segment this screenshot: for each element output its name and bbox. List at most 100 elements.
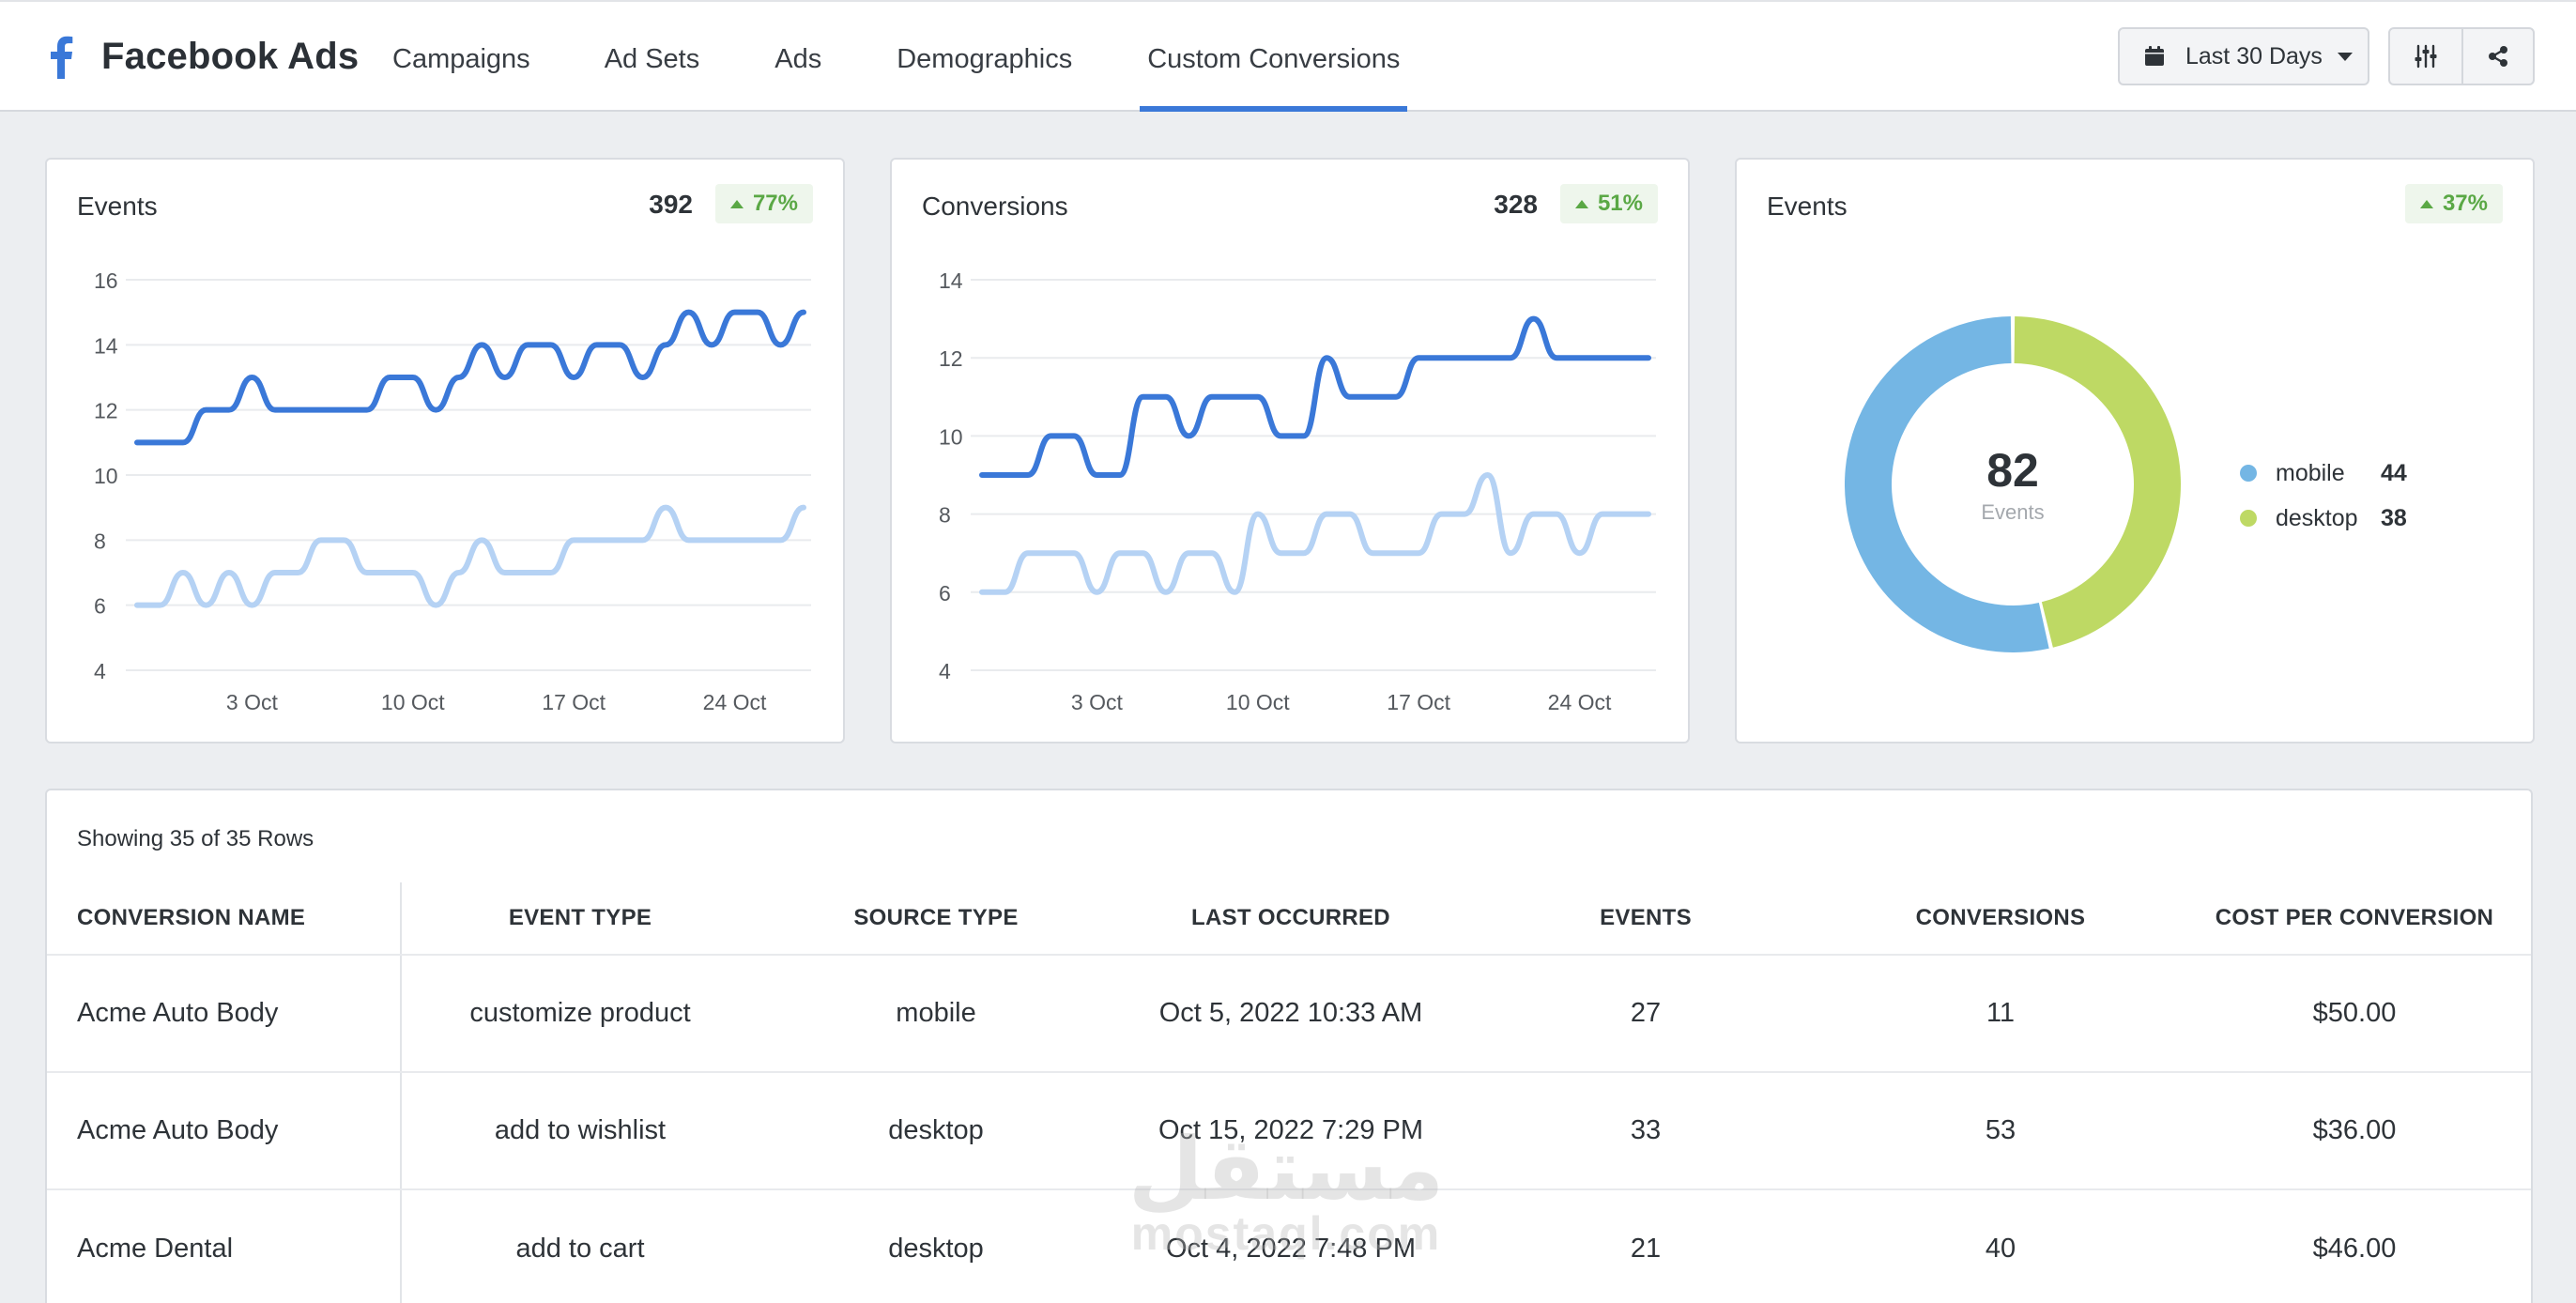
events-line-chart: 4 6 8 10 12 14 16 3 Oct 10 Oct 17 Oct 24 Oct: [94, 268, 811, 714]
change-badge: 77%: [714, 184, 813, 223]
y-tick-label: 12: [94, 399, 118, 423]
tab-ad-sets[interactable]: Ad Sets: [604, 44, 700, 74]
chevron-down-icon: [2337, 52, 2353, 61]
arrow-up-icon: [729, 199, 744, 208]
table-row: Acme Auto Body add to wishlist desktop O…: [47, 1073, 2531, 1190]
top-bar: Facebook Ads Campaigns Ad Sets Ads Demog…: [0, 0, 2576, 112]
y-tick-label: 8: [94, 529, 106, 553]
action-button-group: [2388, 27, 2535, 85]
tab-demographics[interactable]: Demographics: [897, 44, 1073, 74]
events-donut-card: Events 37% 82 Events mobile 44 desktop 3…: [1735, 158, 2535, 743]
donut-legend: mobile 44 desktop 38: [2240, 451, 2407, 541]
cell-event-type: add to cart: [515, 1234, 645, 1264]
cell-events: 21: [1630, 1234, 1662, 1264]
x-tick-label: 24 Oct: [1548, 690, 1612, 714]
arrow-up-icon: [2419, 199, 2433, 208]
rows-count: Showing 35 of 35 Rows: [77, 826, 314, 851]
cell-conversion-name: Acme Auto Body: [47, 1073, 402, 1188]
series-line[interactable]: [979, 315, 1651, 478]
cell-conversions: 40: [1985, 1234, 2016, 1264]
date-range-dropdown[interactable]: Last 30 Days: [2118, 27, 2369, 85]
settings-button[interactable]: [2390, 29, 2461, 84]
date-range-label: Last 30 Days: [2185, 42, 2323, 69]
column-header-conversion-name[interactable]: CONVERSION NAME: [47, 882, 402, 954]
cell-cost-per-conversion: $46.00: [2312, 1234, 2397, 1264]
calendar-icon: [2145, 46, 2164, 66]
y-tick-label: 6: [94, 594, 106, 619]
y-tick-label: 8: [939, 503, 951, 528]
column-header-events[interactable]: EVENTS: [1600, 905, 1692, 930]
y-tick-label: 4: [939, 659, 951, 683]
column-header-conversions[interactable]: CONVERSIONS: [1915, 905, 2086, 930]
x-tick-label: 10 Oct: [381, 690, 445, 714]
cell-cost-per-conversion: $50.00: [2312, 998, 2397, 1028]
table-header-row: CONVERSION NAME EVENT TYPE SOURCE TYPE L…: [47, 882, 2531, 956]
column-header-cost-per-conversion[interactable]: COST PER CONVERSION: [2215, 905, 2494, 930]
conversions-table: CONVERSION NAME EVENT TYPE SOURCE TYPE L…: [47, 882, 2531, 1303]
conversions-chart-card: Conversions 328 51% 4 6 8 10 12 14 3 Oct 10 Oct…: [890, 158, 1690, 743]
column-header-event-type[interactable]: EVENT TYPE: [508, 905, 652, 930]
y-tick-label: 10: [939, 424, 963, 449]
conversions-table-card: Showing 35 of 35 Rows CONVERSION NAME EV…: [45, 789, 2533, 1303]
cell-events: 33: [1630, 1115, 1662, 1145]
conversions-line-chart: 4 6 8 10 12 14 3 Oct 10 Oct 17 Oct 24 Oct: [939, 268, 1656, 714]
brand-title: Facebook Ads: [101, 35, 360, 77]
header-controls: Last 30 Days: [2118, 27, 2535, 85]
cell-event-type: add to wishlist: [494, 1115, 667, 1145]
table-row: Acme Dental add to cart desktop Oct 4, 2…: [47, 1190, 2531, 1303]
brand[interactable]: Facebook Ads: [47, 34, 359, 79]
main-nav: Campaigns Ad Sets Ads Demographics Custo…: [392, 2, 1408, 112]
change-badge: 51%: [1559, 184, 1658, 223]
legend-swatch: [2240, 465, 2257, 482]
y-tick-label: 14: [939, 268, 963, 293]
tab-campaigns[interactable]: Campaigns: [392, 44, 530, 74]
donut-center-label: Events: [1981, 500, 2044, 524]
legend-swatch: [2240, 510, 2257, 527]
cell-conversions: 11: [1986, 998, 2016, 1028]
facebook-icon: [51, 36, 73, 79]
cell-event-type: customize product: [469, 998, 691, 1028]
legend-item-desktop[interactable]: desktop 38: [2240, 496, 2407, 541]
events-donut-chart: 82 Events: [1844, 316, 2181, 652]
x-tick-label: 3 Oct: [1071, 690, 1124, 714]
change-badge: 37%: [2404, 184, 2503, 223]
cell-conversion-name: Acme Auto Body: [47, 956, 402, 1071]
legend-item-mobile[interactable]: mobile 44: [2240, 451, 2407, 496]
card-total: 392: [649, 190, 693, 219]
tab-custom-conversions[interactable]: Custom Conversions: [1140, 2, 1408, 112]
cell-cost-per-conversion: $36.00: [2312, 1115, 2397, 1145]
cell-source-type: desktop: [888, 1115, 984, 1145]
tab-ads[interactable]: Ads: [774, 44, 822, 74]
y-tick-label: 6: [939, 581, 951, 606]
column-header-last-occurred[interactable]: LAST OCCURRED: [1191, 905, 1390, 930]
y-tick-label: 10: [94, 464, 118, 488]
cell-conversions: 53: [1985, 1115, 2016, 1145]
card-title: Events: [1767, 192, 1848, 221]
series-line[interactable]: [134, 309, 806, 446]
x-tick-label: 10 Oct: [1226, 690, 1290, 714]
y-tick-label: 4: [94, 659, 106, 683]
card-total: 328: [1494, 190, 1538, 219]
x-tick-label: 17 Oct: [542, 690, 606, 714]
cell-source-type: desktop: [888, 1234, 984, 1264]
series-line[interactable]: [979, 472, 1651, 595]
x-tick-label: 17 Oct: [1387, 690, 1450, 714]
x-tick-label: 24 Oct: [703, 690, 767, 714]
column-header-source-type[interactable]: SOURCE TYPE: [853, 905, 1019, 930]
events-chart-card: Events 392 77% 4 6 8 10 12 14 16 3 Oct 10 Oct 17 …: [45, 158, 845, 743]
share-icon: [2489, 46, 2507, 67]
cell-last-occurred: Oct 15, 2022 7:29 PM: [1158, 1115, 1424, 1145]
y-tick-label: 12: [939, 346, 963, 371]
card-title: Conversions: [922, 192, 1068, 221]
series-line[interactable]: [134, 504, 806, 608]
cell-events: 27: [1630, 998, 1662, 1028]
cell-source-type: mobile: [896, 998, 976, 1028]
sliders-icon: [2415, 44, 2437, 69]
donut-slice-mobile[interactable]: [1844, 316, 2049, 652]
table-row: Acme Auto Body customize product mobile …: [47, 956, 2531, 1073]
x-tick-label: 3 Oct: [226, 690, 279, 714]
share-button[interactable]: [2461, 29, 2533, 84]
donut-slice-desktop[interactable]: [2014, 316, 2181, 648]
y-tick-label: 14: [94, 333, 118, 358]
y-tick-label: 16: [94, 268, 118, 293]
